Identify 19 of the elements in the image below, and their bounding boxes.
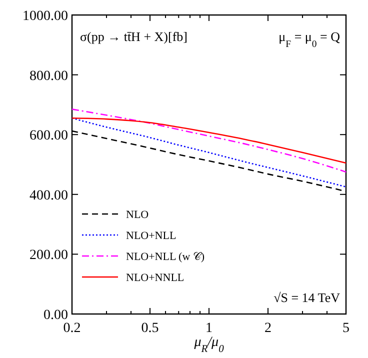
x-tick-label: 1 — [206, 321, 212, 336]
y-tick-label: 1000.00 — [22, 9, 68, 24]
x-tick-label: 5 — [342, 321, 350, 336]
y-tick-label: 200.00 — [30, 248, 68, 264]
y-tick-label: 400.00 — [30, 188, 68, 204]
legend-label: NLO+NNLL — [126, 272, 184, 284]
annotation: μ$_{F}$ = μ$_{0}$ = Q — [278, 29, 341, 50]
annotation: √S = 14 TeV — [274, 290, 341, 305]
legend-label: NLO — [126, 209, 149, 221]
legend-label: NLO+NLL — [126, 230, 176, 242]
x-tick-label: 0.5 — [141, 321, 159, 336]
x-tick-label: 2 — [264, 321, 272, 336]
x-axis-title: μ$_{R}$/μ$_{0}$ — [193, 335, 225, 354]
y-tick-label: 600.00 — [30, 128, 68, 144]
x-tick-label: 0.2 — [63, 321, 81, 336]
y-tick-label: 0.00 — [44, 308, 68, 323]
y-tick-label: 800.00 — [30, 68, 68, 84]
legend-label: NLO+NLL (w 𝒞) — [126, 251, 205, 263]
annotation: σ(pp → tt̄H + X)[fb] — [80, 29, 188, 44]
